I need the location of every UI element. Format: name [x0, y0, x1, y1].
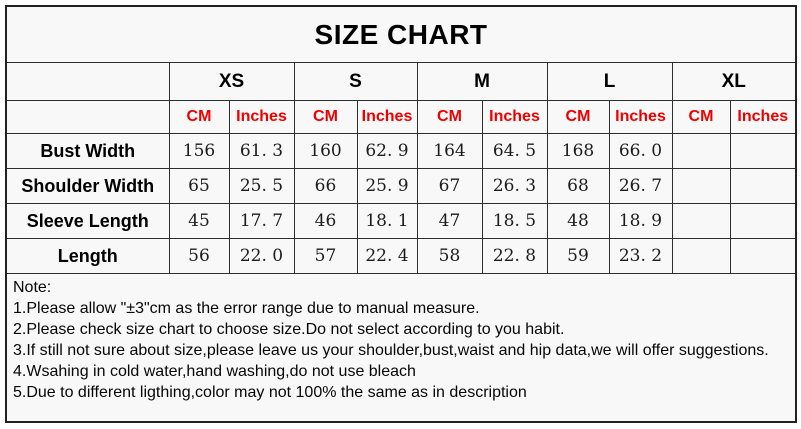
cell-value: 62. 9 — [356, 133, 418, 169]
cell-value: 58 — [416, 238, 483, 274]
cell-value: 25. 9 — [356, 168, 418, 204]
cell-value: 65 — [168, 168, 230, 204]
note-line-5: 5.Due to different ligthing,color may no… — [13, 384, 527, 401]
note-line-4: 4.Wsahing in cold water,hand washing,do … — [13, 363, 416, 380]
cell-value: 66 — [293, 168, 358, 204]
cell-value: 23. 2 — [608, 238, 673, 274]
table-row-shoulder-width: Shoulder Width 65 25. 5 66 25. 9 67 26. … — [5, 168, 797, 204]
unit-header-cm: CM — [416, 100, 483, 134]
cell-value: 56 — [168, 238, 230, 274]
notes-heading: Note: — [13, 279, 52, 296]
size-header-l: L — [546, 62, 673, 101]
cell-value — [729, 133, 797, 169]
size-header-s: S — [293, 62, 418, 101]
cell-value: 61. 3 — [228, 133, 295, 169]
size-chart-panel: SIZE CHART XS S M L XL CM Inches CM Inch… — [5, 5, 798, 423]
cell-value: 48 — [546, 203, 610, 239]
page-title: SIZE CHART — [5, 5, 797, 63]
cell-value: 64. 5 — [481, 133, 548, 169]
cell-value: 22. 8 — [481, 238, 548, 274]
cell-value: 67 — [416, 168, 483, 204]
note-line-1: 1.Please allow "±3"cm as the error range… — [13, 300, 480, 317]
cell-value: 22. 0 — [228, 238, 295, 274]
cell-value: 68 — [546, 168, 610, 204]
cell-value — [729, 168, 797, 204]
cell-value: 164 — [416, 133, 483, 169]
cell-value: 57 — [293, 238, 358, 274]
unit-header-inches: Inches — [608, 100, 673, 134]
cell-value: 17. 7 — [228, 203, 295, 239]
size-chart-table: SIZE CHART XS S M L XL CM Inches CM Inch… — [5, 5, 798, 423]
cell-value — [729, 203, 797, 239]
cell-value — [729, 238, 797, 274]
table-row-length: Length 56 22. 0 57 22. 4 58 22. 8 59 23.… — [5, 238, 797, 274]
cell-value — [671, 238, 731, 274]
size-header-xl: XL — [671, 62, 797, 101]
cell-value: 59 — [546, 238, 610, 274]
unit-header-cm: CM — [546, 100, 610, 134]
size-header-m: M — [416, 62, 548, 101]
cell-value: 45 — [168, 203, 230, 239]
cell-value: 46 — [293, 203, 358, 239]
cell-value — [671, 203, 731, 239]
note-line-3: 3.If still not sure about size,please le… — [13, 342, 769, 359]
cell-value: 18. 1 — [356, 203, 418, 239]
row-label: Sleeve Length — [5, 203, 170, 239]
cell-value: 22. 4 — [356, 238, 418, 274]
title-row: SIZE CHART — [5, 5, 797, 63]
cell-value: 18. 9 — [608, 203, 673, 239]
cell-value — [671, 168, 731, 204]
cell-value — [671, 133, 731, 169]
row-label: Shoulder Width — [5, 168, 170, 204]
cell-value: 26. 3 — [481, 168, 548, 204]
notes-row: Note: 1.Please allow "±3"cm as the error… — [5, 273, 797, 423]
cell-value: 156 — [168, 133, 230, 169]
cell-value: 168 — [546, 133, 610, 169]
corner-empty-cell — [5, 62, 170, 101]
unit-header-inches: Inches — [228, 100, 295, 134]
cell-value: 66. 0 — [608, 133, 673, 169]
cell-value: 18. 5 — [481, 203, 548, 239]
unit-header-inches: Inches — [356, 100, 418, 134]
unit-empty-cell — [5, 100, 170, 134]
table-row-bust-width: Bust Width 156 61. 3 160 62. 9 164 64. 5… — [5, 133, 797, 169]
size-header-row: XS S M L XL — [5, 62, 797, 101]
note-line-2: 2.Please check size chart to choose size… — [13, 321, 565, 338]
unit-header-row: CM Inches CM Inches CM Inches CM Inches … — [5, 100, 797, 134]
unit-header-cm: CM — [293, 100, 358, 134]
cell-value: 25. 5 — [228, 168, 295, 204]
notes-cell: Note: 1.Please allow "±3"cm as the error… — [5, 273, 797, 423]
cell-value: 160 — [293, 133, 358, 169]
unit-header-cm: CM — [168, 100, 230, 134]
size-header-xs: XS — [168, 62, 295, 101]
cell-value: 26. 7 — [608, 168, 673, 204]
row-label: Bust Width — [5, 133, 170, 169]
row-label: Length — [5, 238, 170, 274]
unit-header-inches: Inches — [481, 100, 548, 134]
cell-value: 47 — [416, 203, 483, 239]
unit-header-inches: Inches — [729, 100, 797, 134]
unit-header-cm: CM — [671, 100, 731, 134]
table-row-sleeve-length: Sleeve Length 45 17. 7 46 18. 1 47 18. 5… — [5, 203, 797, 239]
